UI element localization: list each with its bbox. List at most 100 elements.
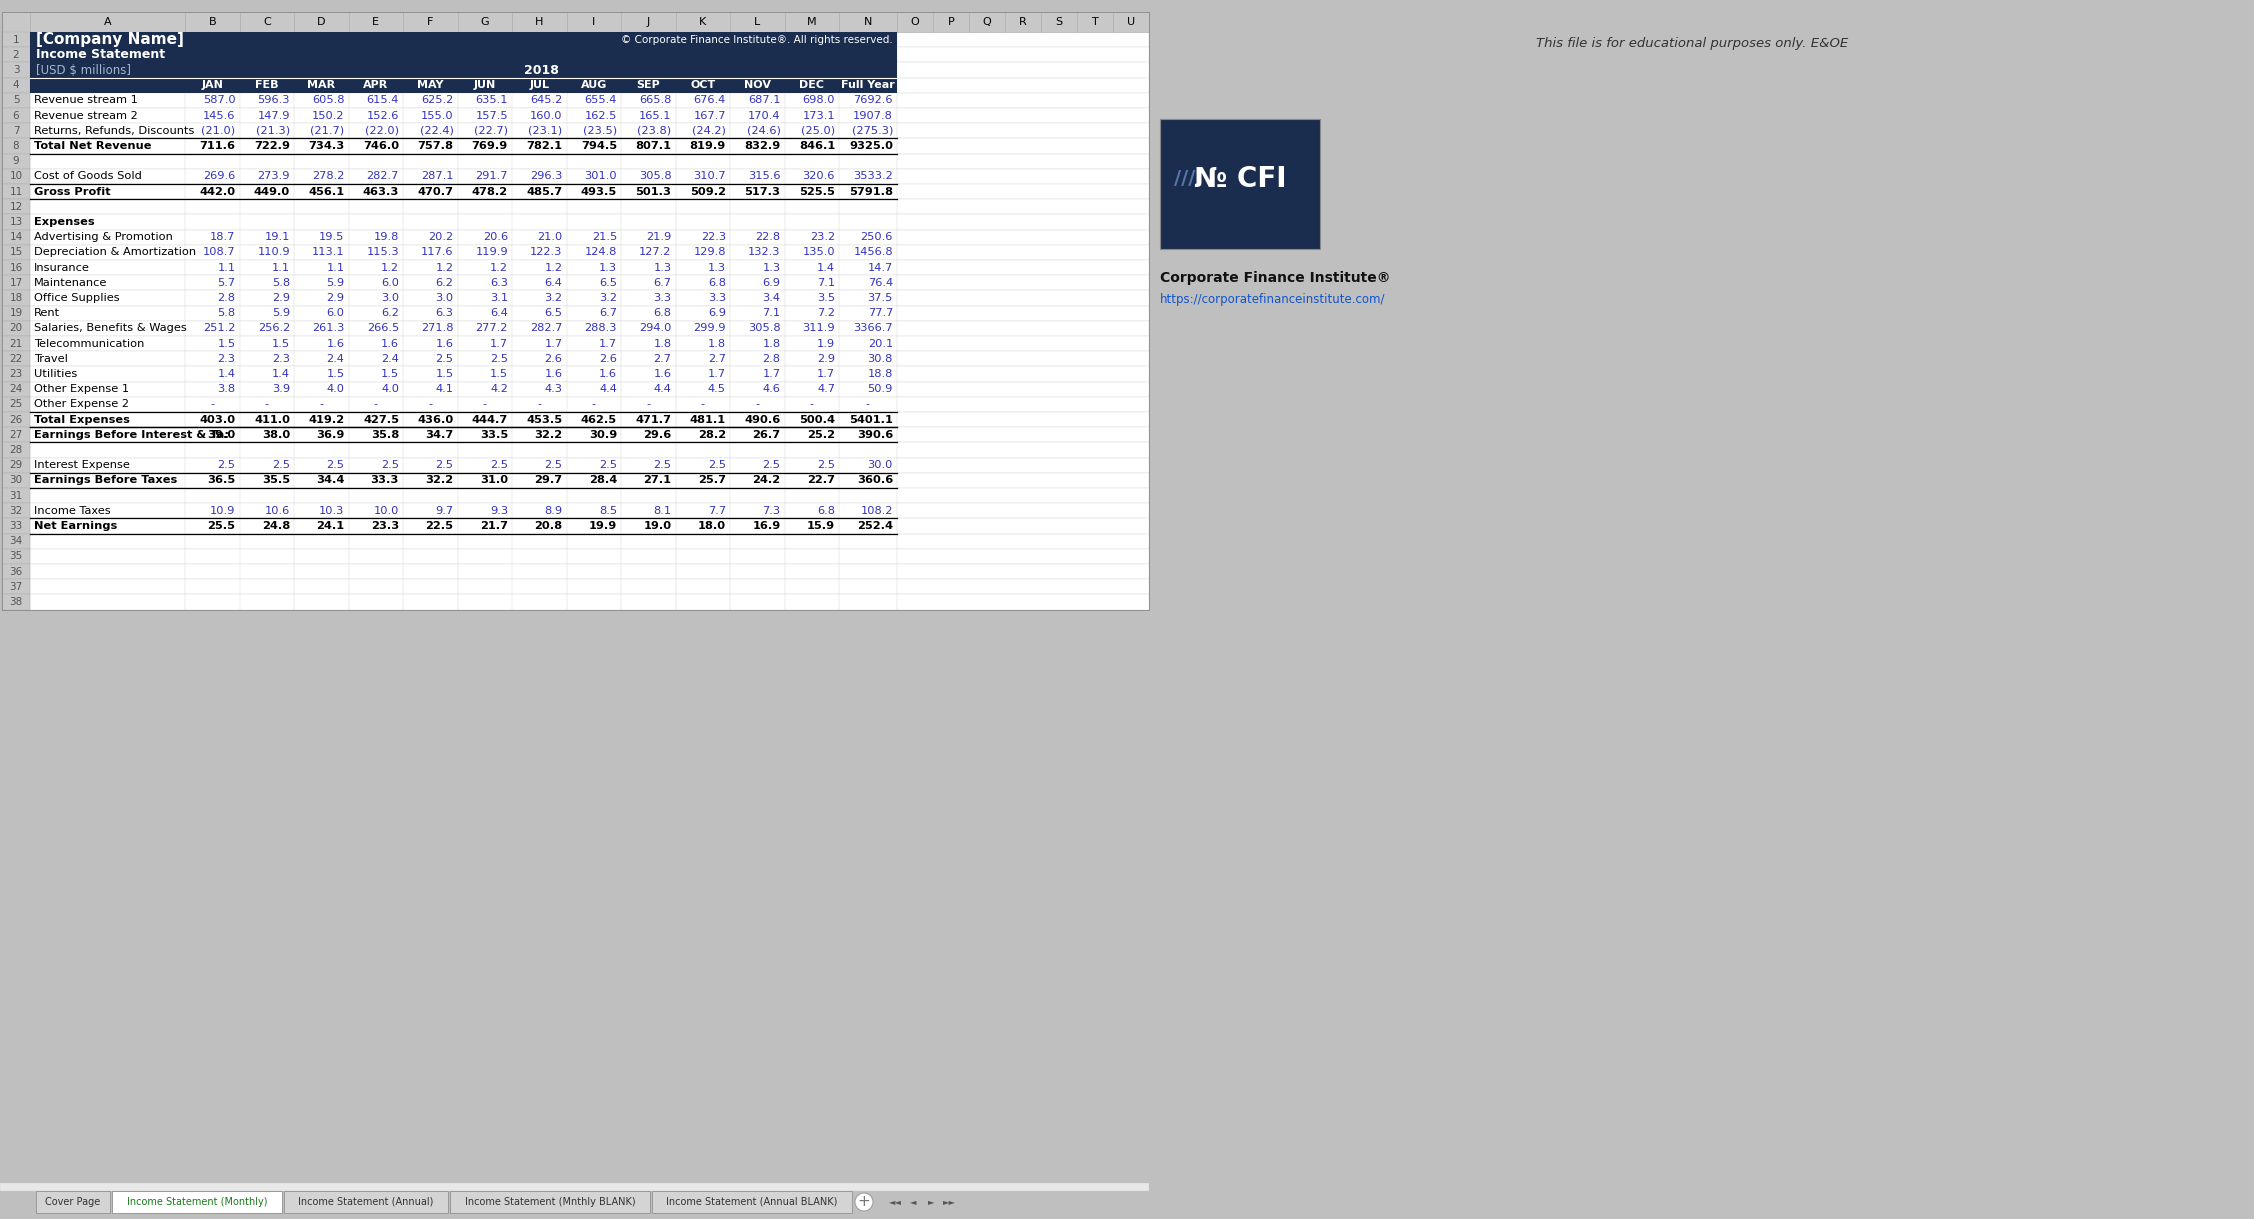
Text: 113.1: 113.1 — [311, 247, 345, 257]
Text: 3.3: 3.3 — [654, 293, 672, 304]
Text: 76.4: 76.4 — [868, 278, 893, 288]
Text: Income Statement (Annual): Income Statement (Annual) — [298, 1197, 433, 1207]
Bar — [2, 12, 1150, 610]
Bar — [29, 48, 1150, 62]
Bar — [239, 12, 293, 32]
Text: 24: 24 — [9, 384, 23, 394]
Text: 34.4: 34.4 — [316, 475, 345, 485]
Text: 3.5: 3.5 — [816, 293, 834, 304]
Text: 769.9: 769.9 — [471, 141, 507, 151]
Bar — [29, 275, 1150, 290]
Text: 419.2: 419.2 — [309, 414, 345, 424]
Text: FEB: FEB — [255, 80, 279, 90]
Text: 471.7: 471.7 — [636, 414, 672, 424]
Text: https://corporatefinanceinstitute.com/: https://corporatefinanceinstitute.com/ — [1161, 293, 1386, 306]
Bar — [29, 595, 1150, 610]
Bar — [1005, 12, 1041, 32]
Text: 17: 17 — [9, 278, 23, 288]
Text: 31: 31 — [9, 490, 23, 501]
Text: 2018: 2018 — [523, 63, 559, 77]
Bar — [2, 534, 29, 549]
Text: APR: APR — [363, 80, 388, 90]
Text: 2.5: 2.5 — [435, 461, 453, 471]
Bar — [2, 564, 29, 579]
Bar — [2, 382, 29, 397]
Text: Other Expense 1: Other Expense 1 — [34, 384, 128, 394]
Text: 2.3: 2.3 — [216, 354, 234, 363]
Text: 77.7: 77.7 — [868, 308, 893, 318]
Text: (22.4): (22.4) — [419, 126, 453, 135]
Text: 150.2: 150.2 — [311, 111, 345, 121]
Text: 490.6: 490.6 — [744, 414, 780, 424]
Text: 11: 11 — [9, 187, 23, 196]
Text: 625.2: 625.2 — [421, 95, 453, 105]
Text: 7: 7 — [14, 126, 20, 135]
Text: 2.6: 2.6 — [545, 354, 564, 363]
Bar — [29, 579, 1150, 595]
Text: 30.8: 30.8 — [868, 354, 893, 363]
Text: 115.3: 115.3 — [367, 247, 399, 257]
Bar — [2, 12, 29, 32]
Text: 2.4: 2.4 — [327, 354, 345, 363]
Bar — [2, 139, 29, 154]
Text: 698.0: 698.0 — [802, 95, 834, 105]
Text: 390.6: 390.6 — [857, 430, 893, 440]
Text: 2.5: 2.5 — [654, 461, 672, 471]
Text: 403.0: 403.0 — [198, 414, 234, 424]
Text: 6.0: 6.0 — [327, 308, 345, 318]
Bar — [29, 108, 1150, 123]
Text: 33.3: 33.3 — [370, 475, 399, 485]
Text: 493.5: 493.5 — [582, 187, 618, 196]
Text: 1.5: 1.5 — [216, 339, 234, 349]
Text: N: N — [863, 17, 872, 27]
Text: AUG: AUG — [582, 80, 606, 90]
Text: 1.3: 1.3 — [708, 262, 726, 273]
Text: 481.1: 481.1 — [690, 414, 726, 424]
Text: -: - — [210, 400, 214, 410]
Text: 22.5: 22.5 — [426, 521, 453, 531]
Bar — [2, 184, 29, 199]
Bar — [897, 12, 933, 32]
Text: (25.0): (25.0) — [800, 126, 834, 135]
Text: 29: 29 — [9, 461, 23, 471]
Bar — [29, 199, 1150, 215]
Text: 757.8: 757.8 — [417, 141, 453, 151]
Text: 273.9: 273.9 — [257, 172, 291, 182]
Text: 7.1: 7.1 — [816, 278, 834, 288]
Text: 6: 6 — [14, 111, 20, 121]
Text: 36.9: 36.9 — [316, 430, 345, 440]
Text: 32.2: 32.2 — [426, 475, 453, 485]
Text: (22.0): (22.0) — [365, 126, 399, 135]
Text: 4.7: 4.7 — [816, 384, 834, 394]
Bar — [29, 260, 1150, 275]
Text: 8.5: 8.5 — [600, 506, 618, 516]
Text: 155.0: 155.0 — [421, 111, 453, 121]
Text: 2: 2 — [14, 50, 20, 60]
Bar — [2, 199, 29, 215]
Text: Full Year: Full Year — [841, 80, 895, 90]
Text: 12: 12 — [9, 202, 23, 212]
Text: 1.4: 1.4 — [273, 369, 291, 379]
Text: L: L — [755, 17, 760, 27]
Bar — [29, 442, 1150, 457]
Bar — [29, 123, 1150, 139]
Text: 18.8: 18.8 — [868, 369, 893, 379]
Text: 3.3: 3.3 — [708, 293, 726, 304]
Bar — [1077, 12, 1113, 32]
Text: 261.3: 261.3 — [311, 323, 345, 334]
Text: K: K — [699, 17, 706, 27]
Text: 287.1: 287.1 — [421, 172, 453, 182]
Text: 28.2: 28.2 — [699, 430, 726, 440]
Bar — [2, 229, 29, 245]
Text: 20: 20 — [9, 323, 23, 334]
Text: 173.1: 173.1 — [802, 111, 834, 121]
Text: 32.2: 32.2 — [534, 430, 564, 440]
Text: 305.8: 305.8 — [748, 323, 780, 334]
Text: 665.8: 665.8 — [640, 95, 672, 105]
Text: 18.7: 18.7 — [210, 232, 234, 243]
Text: 277.2: 277.2 — [476, 323, 507, 334]
Text: Total Expenses: Total Expenses — [34, 414, 131, 424]
Text: 734.3: 734.3 — [309, 141, 345, 151]
Bar — [29, 534, 1150, 549]
Bar — [2, 306, 29, 321]
